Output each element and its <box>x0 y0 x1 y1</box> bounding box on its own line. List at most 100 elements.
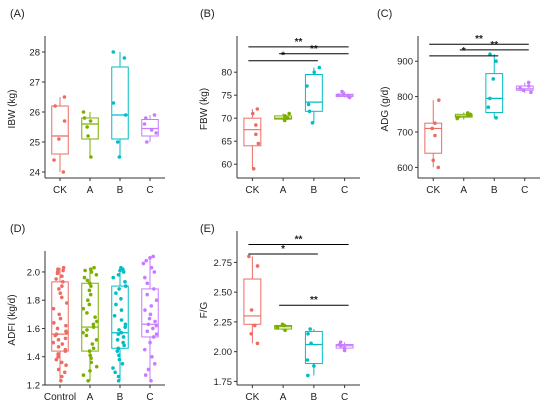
data-point <box>308 327 312 331</box>
data-point <box>94 364 99 369</box>
data-point <box>51 321 56 325</box>
data-point <box>154 323 159 328</box>
data-point <box>112 313 117 318</box>
box-ck <box>424 98 443 170</box>
data-point <box>306 102 311 107</box>
data-point <box>305 84 309 88</box>
x-tick-label: CK <box>426 185 440 196</box>
data-point <box>306 332 310 336</box>
significance-label: ** <box>310 44 318 55</box>
data-point <box>255 107 260 111</box>
panel-label: (C) <box>377 8 392 20</box>
data-point <box>62 119 67 123</box>
data-point <box>81 373 86 377</box>
box-b <box>304 65 323 125</box>
y-tick-label: 600 <box>397 163 413 174</box>
data-point <box>456 115 460 119</box>
data-point <box>342 346 347 350</box>
data-point <box>57 312 61 317</box>
data-point <box>81 306 86 311</box>
data-point <box>148 312 153 317</box>
data-point <box>93 315 97 319</box>
box-iqr <box>274 115 293 120</box>
data-point <box>433 133 437 138</box>
y-axis-label: IBW (kg) <box>7 90 18 129</box>
data-point <box>151 254 156 259</box>
significance-label: ** <box>310 295 318 306</box>
data-point <box>309 341 313 346</box>
data-point <box>310 121 315 125</box>
data-point <box>62 370 67 375</box>
data-point <box>113 370 117 375</box>
box-a <box>454 111 473 121</box>
data-point <box>85 278 90 283</box>
data-point <box>111 366 115 370</box>
x-tick-label: B <box>311 185 318 196</box>
box-iqr <box>304 330 323 365</box>
data-point <box>145 292 149 297</box>
data-point <box>62 95 67 99</box>
data-point <box>436 165 441 170</box>
data-point <box>154 332 159 336</box>
significance-label: ** <box>295 37 303 48</box>
data-point <box>116 378 121 383</box>
data-point <box>57 287 61 291</box>
y-tick-label: 24 <box>29 168 40 179</box>
data-point <box>283 328 287 333</box>
data-point <box>89 284 93 288</box>
data-point <box>149 128 154 132</box>
data-point <box>142 122 147 126</box>
y-tick-label: 60 <box>221 160 232 171</box>
y-tick-label: 2.0 <box>27 267 40 278</box>
data-point <box>87 281 92 286</box>
box-b <box>111 265 129 383</box>
box-c <box>335 89 354 100</box>
data-point <box>116 332 121 336</box>
box-c <box>335 340 354 353</box>
data-point <box>54 357 59 362</box>
y-tick-label: 2.25 <box>214 317 233 328</box>
data-point <box>54 332 59 336</box>
data-point <box>56 354 60 359</box>
data-point <box>119 318 124 322</box>
y-axis-label: ADFI (kg/d) <box>7 294 18 345</box>
data-point <box>341 92 346 97</box>
data-point <box>88 369 92 373</box>
data-point <box>143 308 147 312</box>
data-point <box>91 322 96 327</box>
significance-label: ** <box>295 235 303 246</box>
data-point <box>305 358 310 362</box>
data-point <box>56 267 60 271</box>
data-point <box>55 326 60 331</box>
x-tick-label: C <box>146 392 153 403</box>
data-point <box>85 311 89 315</box>
panel-e: (E)1.752.002.252.502.75F/GCK A B C***** <box>199 223 360 403</box>
data-point <box>149 265 154 270</box>
box-b <box>485 52 504 120</box>
data-point <box>94 337 99 342</box>
box-c <box>141 113 159 144</box>
data-point <box>143 373 148 377</box>
x-tick-label: C <box>341 392 348 403</box>
data-point <box>346 94 350 98</box>
data-point <box>141 261 146 266</box>
data-point <box>283 114 287 118</box>
data-point <box>89 270 94 274</box>
data-point <box>59 378 63 383</box>
data-point <box>430 126 435 131</box>
data-point <box>121 340 125 345</box>
box-iqr <box>243 278 262 325</box>
data-point <box>61 170 66 174</box>
panel-a: (A) 24 25 26 27 28 IBW (kg) CK A B C <box>7 8 165 196</box>
significance-label: * <box>281 51 285 62</box>
data-point <box>154 298 159 303</box>
data-point <box>123 322 128 327</box>
y-tick-label: 700 <box>397 128 413 139</box>
data-point <box>146 367 151 372</box>
data-point <box>527 84 531 88</box>
data-point <box>144 258 148 263</box>
data-point <box>81 330 85 335</box>
data-point <box>145 281 150 286</box>
box-ck <box>51 95 69 174</box>
